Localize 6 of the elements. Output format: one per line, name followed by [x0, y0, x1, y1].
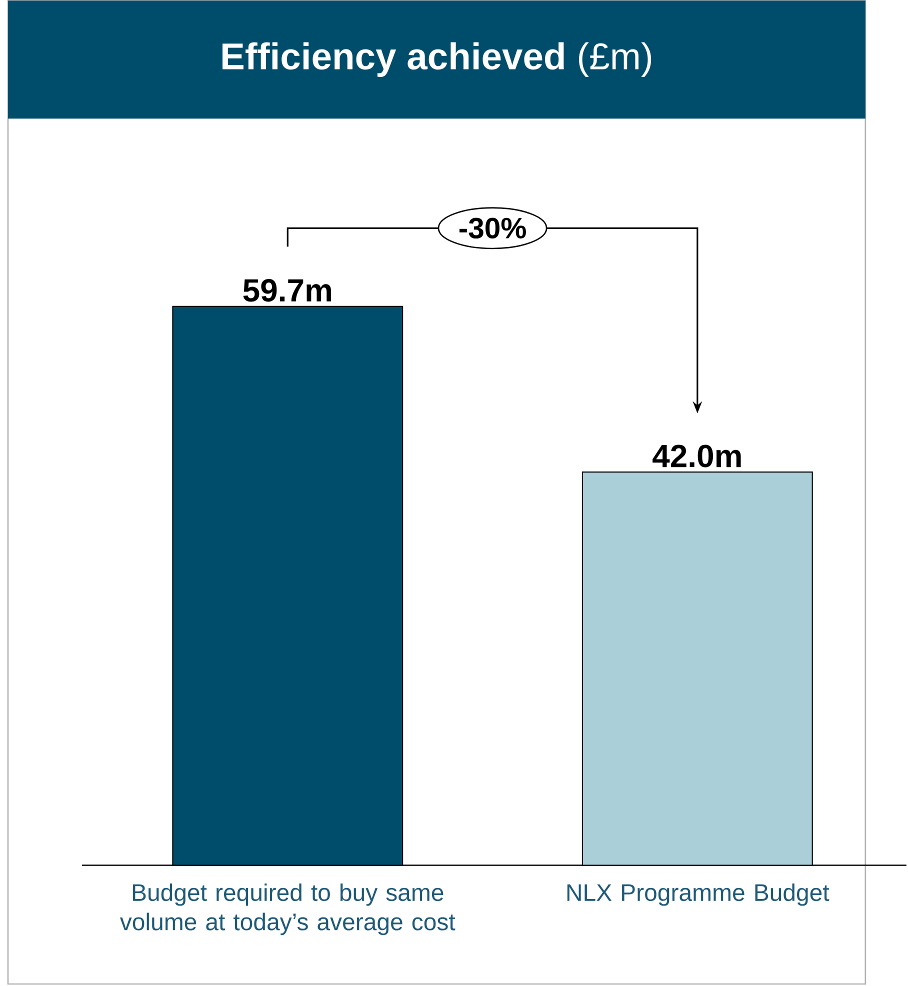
x-tick-label: NLX Programme Budget — [567, 883, 829, 906]
x-tick-label: Budget required to buy same volume at today’s average cost — [120, 883, 456, 936]
chart-title: Efficiency achieved (£m) — [222, 42, 651, 77]
text: -30% — [459, 218, 526, 239]
data-label: 59.7m — [243, 279, 331, 302]
data-label: 42.0m — [652, 444, 741, 468]
